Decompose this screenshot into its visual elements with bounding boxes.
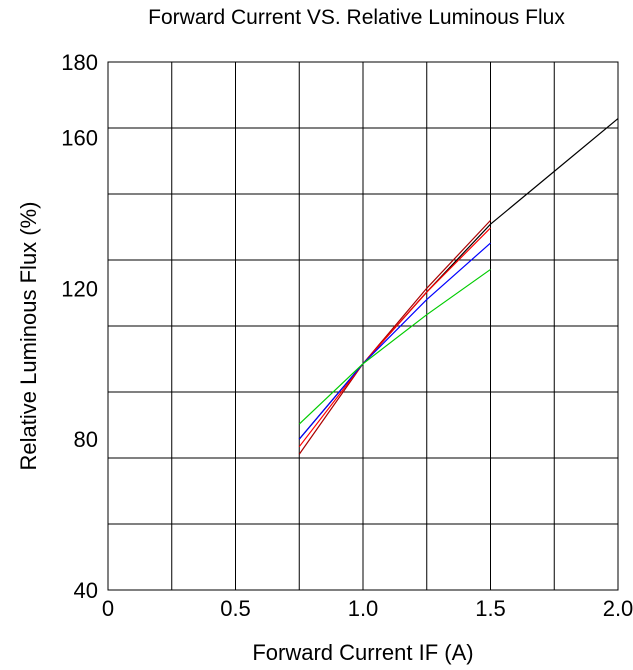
grid [108,62,618,590]
x-tick-label: 0 [102,596,114,621]
x-axis-title: Forward Current IF (A) [252,640,473,665]
series-line-4 [298,242,491,440]
y-tick-label: 40 [74,578,98,603]
chart-title: Forward Current VS. Relative Luminous Fl… [148,6,565,29]
x-tick-label: 0.5 [220,596,251,621]
series-layer [298,118,619,455]
x-tick-label: 1.0 [348,596,379,621]
y-tick-label: 80 [74,427,98,452]
y-axis-title: Relative Luminous Flux (%) [16,202,41,471]
series-line-2 [298,219,491,455]
y-tick-label: 160 [61,125,98,150]
series-line-5 [298,268,491,425]
plot-frame [107,61,619,591]
y-tick-label: 120 [61,276,98,301]
x-tick-label: 2.0 [603,596,633,621]
x-tick-label: 1.5 [475,596,506,621]
series-line-3 [298,227,491,448]
series-line-1 [298,118,619,440]
y-tick-label: 180 [61,50,98,75]
x-tick-labels: 0 0.5 1.0 1.5 2.0 [102,596,633,621]
y-tick-labels: 40 80 120 160 180 [61,50,98,603]
